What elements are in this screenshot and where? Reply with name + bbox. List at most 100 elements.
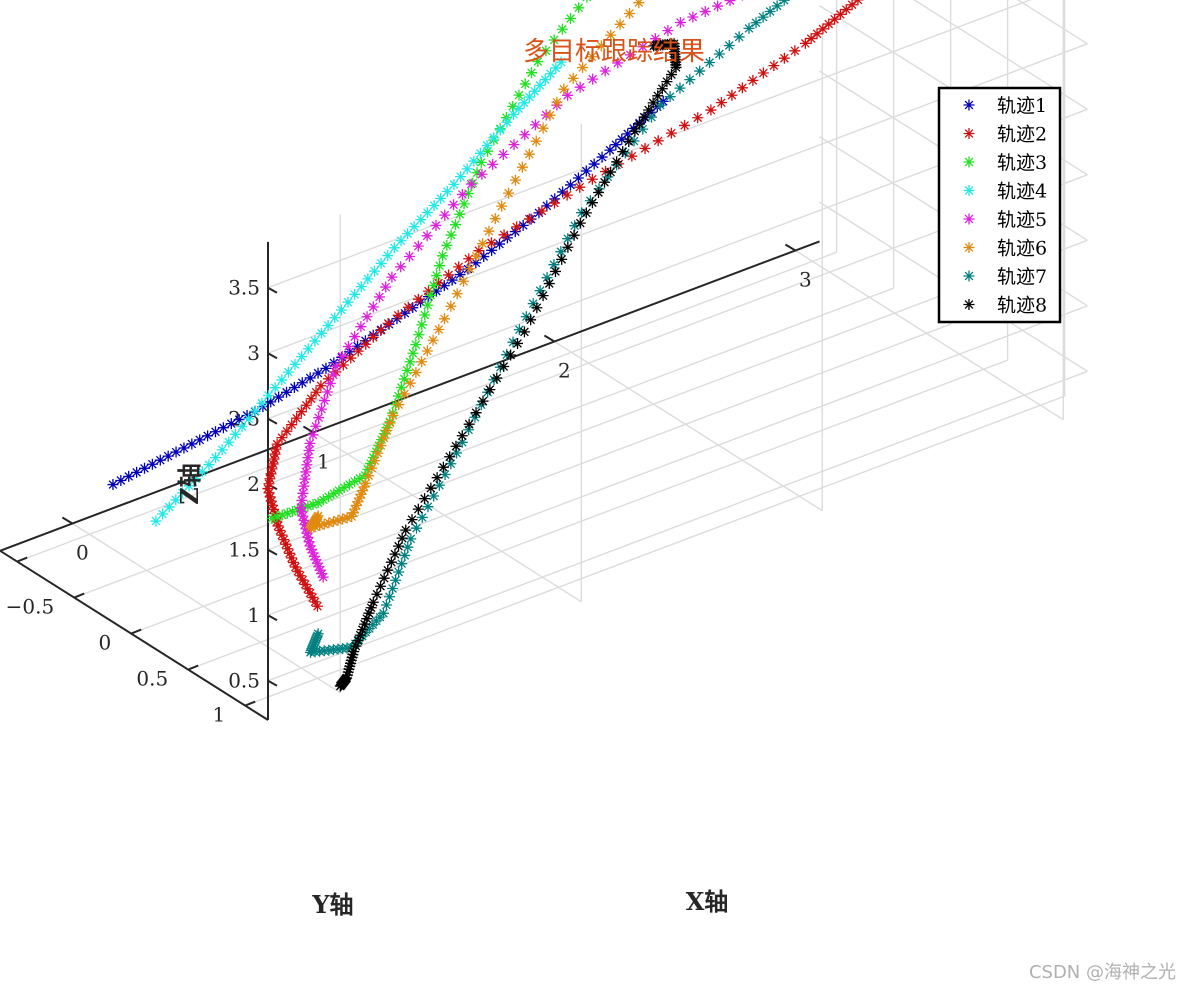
data-point — [747, 74, 759, 86]
y-axis-line — [0, 549, 269, 721]
data-point — [302, 452, 314, 464]
y-tick-label: −0.5 — [6, 595, 55, 619]
data-point — [665, 69, 677, 81]
data-point — [654, 99, 666, 111]
data-point — [434, 260, 446, 272]
data-point — [264, 491, 276, 503]
data-point — [310, 554, 322, 566]
data-point — [565, 179, 577, 191]
data-point — [402, 541, 414, 553]
data-point — [241, 410, 253, 422]
data-point — [428, 490, 440, 502]
data-point — [273, 391, 285, 403]
data-point — [377, 607, 389, 619]
x-tick-label: 1 — [317, 450, 330, 474]
data-point — [309, 521, 321, 533]
data-point — [523, 91, 535, 103]
z-tick-mark — [267, 548, 278, 556]
data-point — [643, 104, 655, 116]
data-point — [295, 502, 307, 514]
data-point — [574, 217, 586, 229]
data-point — [523, 213, 535, 225]
data-point — [307, 429, 319, 441]
data-point — [359, 618, 371, 630]
data-point — [312, 628, 324, 640]
data-point — [562, 241, 574, 253]
data-point — [443, 269, 455, 281]
data-point — [266, 499, 278, 511]
data-point — [312, 600, 323, 612]
data-point — [518, 326, 530, 338]
data-point — [494, 361, 506, 373]
y-tick-mark — [73, 592, 85, 599]
data-point — [399, 307, 411, 319]
data-point — [296, 377, 308, 389]
data-point — [170, 446, 182, 458]
data-point — [342, 666, 354, 678]
data-point — [674, 17, 686, 28]
data-point — [573, 2, 585, 14]
data-point — [475, 156, 487, 168]
data-point — [375, 580, 387, 592]
data-point — [647, 97, 659, 109]
data-point — [265, 468, 277, 480]
data-point — [481, 140, 493, 152]
data-point — [123, 470, 135, 482]
data-point — [297, 510, 309, 522]
data-point — [513, 103, 525, 115]
data-point — [347, 507, 359, 519]
data-point — [292, 565, 304, 577]
data-point — [274, 524, 286, 536]
data-point — [624, 49, 636, 61]
legend-label: 轨迹3 — [997, 152, 1047, 174]
data-point — [834, 8, 846, 20]
data-point — [507, 100, 519, 112]
data-point — [295, 406, 307, 418]
data-point — [355, 281, 367, 293]
data-point — [385, 556, 397, 568]
data-point — [428, 279, 440, 291]
data-point — [548, 34, 560, 46]
data-point — [413, 329, 425, 341]
data-point — [348, 646, 360, 658]
data-point — [304, 540, 316, 552]
data-point — [648, 40, 660, 52]
data-point — [622, 128, 634, 140]
data-point — [523, 148, 535, 160]
data-point — [463, 253, 475, 265]
data-point — [651, 101, 663, 113]
data-point — [470, 250, 482, 262]
data-point — [963, 185, 975, 196]
data-point — [361, 311, 373, 323]
data-point — [337, 359, 349, 371]
data-point — [619, 147, 631, 159]
data-point — [288, 382, 300, 394]
data-point — [291, 412, 303, 424]
y-tick-label: 0.5 — [136, 667, 168, 691]
z-tick-label: 3.5 — [228, 276, 260, 300]
data-point — [567, 72, 579, 84]
data-point — [367, 596, 379, 608]
data-point — [574, 181, 586, 193]
data-point — [341, 672, 353, 684]
data-point — [276, 529, 288, 541]
data-point — [313, 561, 325, 573]
data-point — [358, 481, 370, 493]
data-point — [318, 395, 330, 407]
data-point — [444, 451, 456, 463]
data-point — [289, 358, 301, 370]
data-point — [823, 18, 835, 30]
data-point — [345, 657, 357, 669]
data-point — [963, 128, 975, 139]
data-point — [375, 440, 387, 452]
data-point — [272, 520, 284, 532]
data-point — [203, 459, 215, 471]
data-point — [278, 534, 290, 546]
data-point — [639, 142, 651, 154]
data-point — [352, 635, 364, 647]
data-point — [664, 91, 676, 103]
data-point — [445, 300, 457, 312]
data-point — [310, 634, 322, 646]
data-point — [614, 18, 626, 30]
data-point — [194, 434, 206, 446]
